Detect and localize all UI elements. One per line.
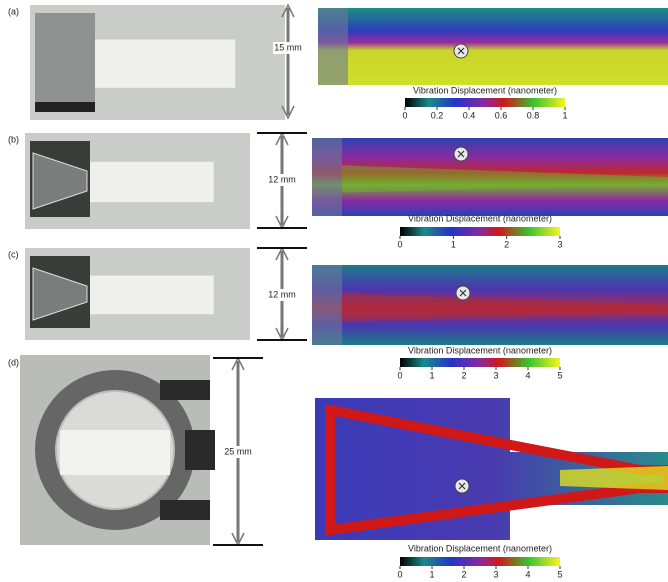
plate (90, 161, 214, 203)
dimension-label: 12 mm (268, 174, 296, 184)
map-edge (312, 265, 342, 345)
beam-tip (560, 466, 668, 490)
map-edge (312, 138, 342, 216)
colorbar-tick-label: 2 (461, 370, 466, 380)
panel-label: (b) (8, 134, 19, 144)
colorbar-tick-label: 0.4 (463, 110, 476, 120)
beam (342, 165, 668, 193)
plate (60, 430, 170, 475)
arrow-head (281, 3, 295, 120)
dimension-label: 12 mm (268, 289, 296, 299)
colorbar-tick-label: 2 (461, 569, 466, 579)
dimension-label-bg (267, 289, 297, 301)
transducer (35, 13, 95, 108)
colorbar-tick-label: 0 (397, 370, 402, 380)
colorbar (405, 98, 565, 107)
transducer (185, 430, 215, 470)
colorbar-title: Vibration Displacement (nanometer) (408, 213, 552, 223)
dimension-label-bg (223, 446, 253, 458)
colorbar-title: Vibration Displacement (nanometer) (408, 345, 552, 355)
colorbar-tick-label: 1 (451, 239, 456, 249)
colorbar-tick-label: 0.2 (431, 110, 444, 120)
dimension-label: 25 mm (224, 446, 252, 456)
panel-label: (c) (8, 249, 19, 259)
colorbar (400, 358, 560, 367)
colorbar-tick-label: 3 (493, 569, 498, 579)
map-edge (318, 8, 348, 85)
transducer (160, 500, 210, 520)
colorbar-tick-label: 0.8 (527, 110, 540, 120)
measurement-x (457, 150, 465, 158)
plate (90, 275, 214, 315)
beam (342, 293, 668, 321)
colorbar-tick-label: 0.6 (495, 110, 508, 120)
panel-label: (d) (8, 357, 19, 367)
colorbar (400, 557, 560, 566)
dimension-label-bg (267, 174, 297, 186)
colorbar (400, 227, 560, 236)
colorbar-tick-label: 0 (397, 239, 402, 249)
colorbar-title: Vibration Displacement (nanometer) (413, 85, 557, 95)
colorbar-tick-label: 3 (557, 239, 562, 249)
vibration-map (315, 398, 668, 540)
colorbar-tick-label: 3 (493, 370, 498, 380)
plate (95, 39, 236, 88)
measurement-x (458, 482, 466, 490)
clamp (35, 102, 95, 112)
horn (32, 152, 88, 210)
colorbar-tick-label: 4 (525, 569, 530, 579)
colorbar-tick-label: 4 (525, 370, 530, 380)
colorbar-tick-label: 0 (402, 110, 407, 120)
colorbar-tick-label: 0 (397, 569, 402, 579)
horn (32, 267, 88, 321)
colorbar-tick-label: 1 (429, 569, 434, 579)
colorbar-tick-label: 5 (557, 370, 562, 380)
colorbar-tick-label: 1 (562, 110, 567, 120)
measurement-x (457, 47, 465, 55)
dimension-label-bg (273, 42, 303, 54)
colorbar-tick-label: 5 (557, 569, 562, 579)
colorbar-tick-label: 2 (504, 239, 509, 249)
dimension-label: 15 mm (274, 42, 302, 52)
panel-label: (a) (8, 6, 19, 16)
colorbar-tick-label: 1 (429, 370, 434, 380)
vibration-map (318, 8, 668, 85)
transducer (160, 380, 210, 400)
measurement-x (459, 289, 467, 297)
colorbar-title: Vibration Displacement (nanometer) (408, 543, 552, 553)
